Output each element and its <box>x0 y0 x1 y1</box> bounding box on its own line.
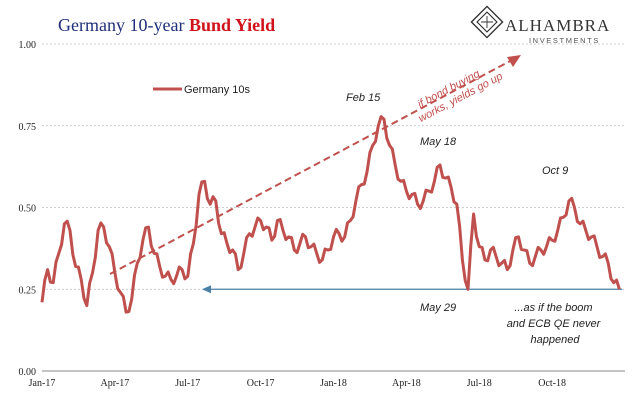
annotation-boom-line1: ...as if the boom <box>514 302 592 314</box>
y-tick-label: 0.75 <box>19 122 37 133</box>
annotation-may29: May 29 <box>420 302 456 314</box>
annotation-oct9: Oct 9 <box>542 165 568 177</box>
y-tick-label: 0.50 <box>19 204 37 215</box>
x-tick-label: Jan-17 <box>29 378 56 389</box>
legend: Germany 10s <box>153 84 251 96</box>
x-tick-label: Oct-17 <box>247 378 275 389</box>
legend-label: Germany 10s <box>184 84 251 96</box>
trend-arrow <box>109 55 521 275</box>
x-tick-label: Jan-18 <box>320 378 347 389</box>
y-tick-label: 1.00 <box>19 40 37 51</box>
brand-name: ALHAMBRA <box>505 16 610 35</box>
annotation-boom-line3: happened <box>531 334 581 346</box>
y-tick-label: 0.25 <box>19 285 37 296</box>
chart-title: Germany 10-year Bund Yield <box>58 15 275 35</box>
y-tick-labels: 0.00 0.25 0.50 0.75 1.00 <box>19 40 37 378</box>
trend-arrow-label: if bond buying works, yields go up <box>410 59 504 125</box>
annotation-boom-line2: and ECB QE never <box>507 318 602 330</box>
y-tick-label: 0.00 <box>19 367 37 378</box>
x-tick-label: Jul-18 <box>467 378 492 389</box>
series-line-germany-10s <box>40 115 621 314</box>
annotation-feb15: Feb 15 <box>346 92 381 104</box>
x-tick-label: Apr-18 <box>392 378 421 389</box>
x-tick-label: Oct-18 <box>538 378 566 389</box>
brand-sub: INVESTMENTS <box>529 36 600 45</box>
x-tick-label: Jul-17 <box>175 378 200 389</box>
chart-title-part2: Bund Yield <box>189 15 275 35</box>
chart-title-part1: Germany 10-year <box>58 15 189 35</box>
annotation-may18: May 18 <box>420 136 457 148</box>
floor-arrow <box>202 285 622 294</box>
x-tick-label: Apr-17 <box>101 378 130 389</box>
annotation-boom: ...as if the boom and ECB QE never happe… <box>507 302 604 346</box>
alhambra-diamond-logo <box>470 5 504 39</box>
x-tick-labels: Jan-17 Apr-17 Jul-17 Oct-17 Jan-18 Apr-18 Jul-… <box>29 378 566 389</box>
